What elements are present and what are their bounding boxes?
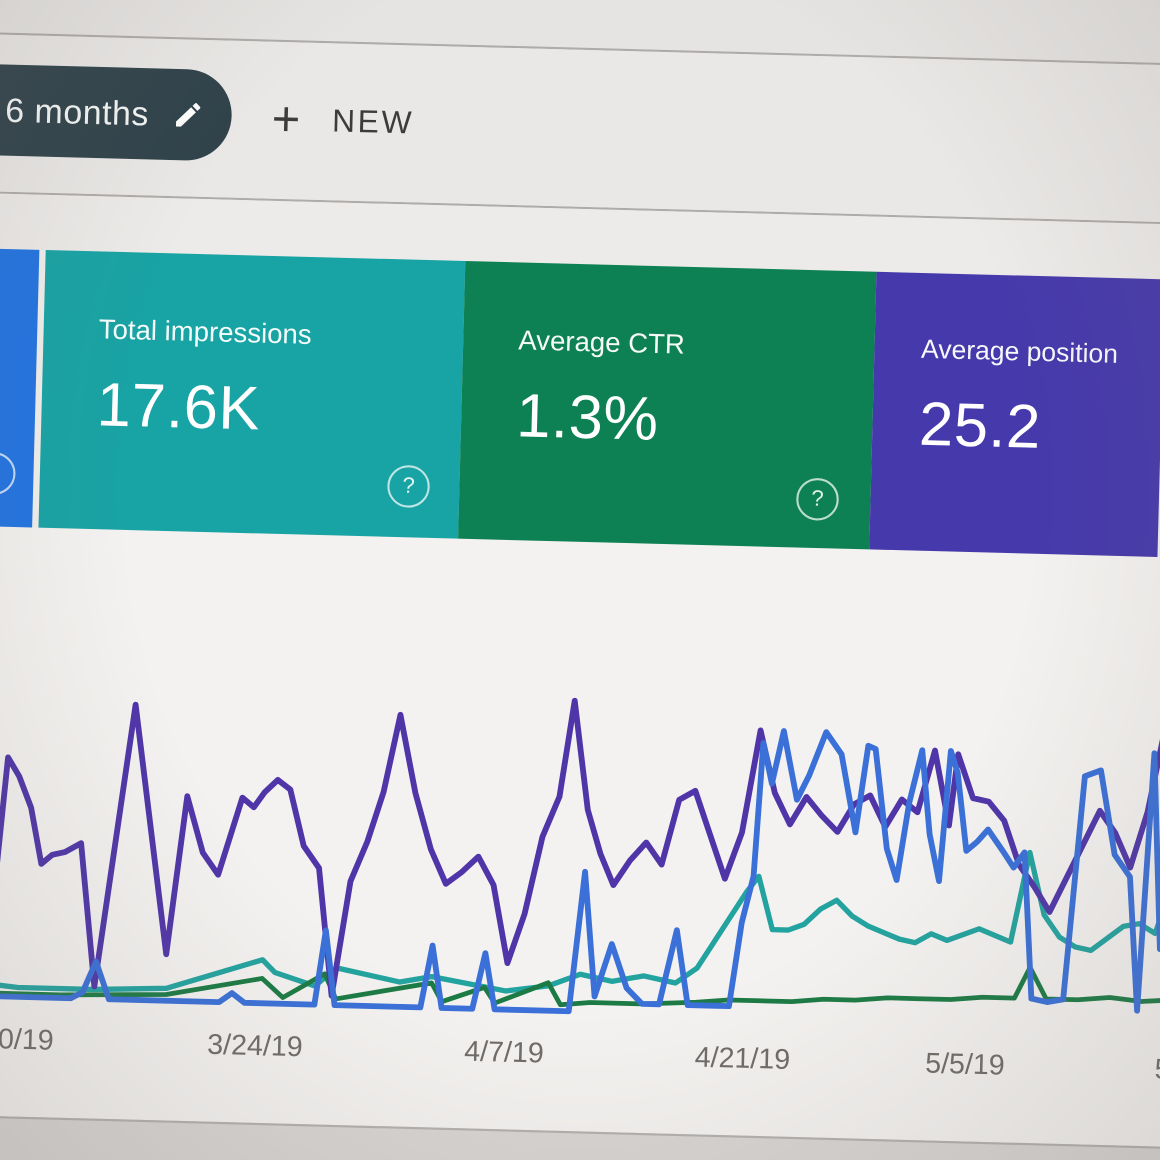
green-line	[0, 965, 1160, 1008]
help-icon[interactable]: ?	[795, 477, 840, 522]
help-icon[interactable]: ?	[0, 451, 17, 496]
metric-value: 25.2	[918, 389, 1042, 462]
metric-card-average-ctr[interactable]: Average CTR 1.3% ?	[458, 261, 877, 550]
blue-line	[0, 728, 1160, 1015]
metric-card-average-position[interactable]: Average position 25.2	[869, 271, 1160, 557]
metric-label: Total impressions	[98, 312, 313, 351]
help-icon[interactable]: ?	[386, 464, 431, 509]
plus-icon: +	[271, 90, 302, 147]
new-filter-button[interactable]: + NEW	[270, 42, 416, 203]
x-axis-label: 4/21/19	[694, 1042, 790, 1076]
filter-bar: st 6 months + NEW	[0, 34, 1160, 224]
metric-value: 17.6K	[95, 370, 261, 444]
date-range-label: st 6 months	[0, 89, 150, 133]
x-axis-label: 4/7/19	[464, 1035, 544, 1069]
pencil-edit-icon	[175, 103, 201, 127]
performance-chart-panel: 3/10/19 3/24/19 4/7/19 4/21/19 5/5/19 5/1	[0, 525, 1160, 1148]
metric-card-total-impressions[interactable]: Total impressions 17.6K ?	[38, 250, 466, 539]
x-axis-label: 5/5/19	[925, 1048, 1005, 1082]
x-axis-label: 3/10/19	[0, 1022, 54, 1056]
metric-cards-row: ? Total impressions 17.6K ? Average CTR …	[0, 248, 1160, 558]
new-button-label: NEW	[331, 103, 415, 141]
x-axis-label: 5/1	[1154, 1054, 1160, 1087]
metric-value: 1.3%	[515, 381, 660, 454]
metric-label: Average position	[920, 334, 1119, 370]
metric-label: Average CTR	[518, 323, 686, 361]
purple-line	[0, 697, 1160, 999]
date-range-filter-pill[interactable]: st 6 months	[0, 62, 233, 162]
x-axis-label: 3/24/19	[207, 1029, 303, 1063]
performance-line-chart: 3/10/19 3/24/19 4/7/19 4/21/19 5/5/19 5/1	[0, 697, 1160, 1087]
